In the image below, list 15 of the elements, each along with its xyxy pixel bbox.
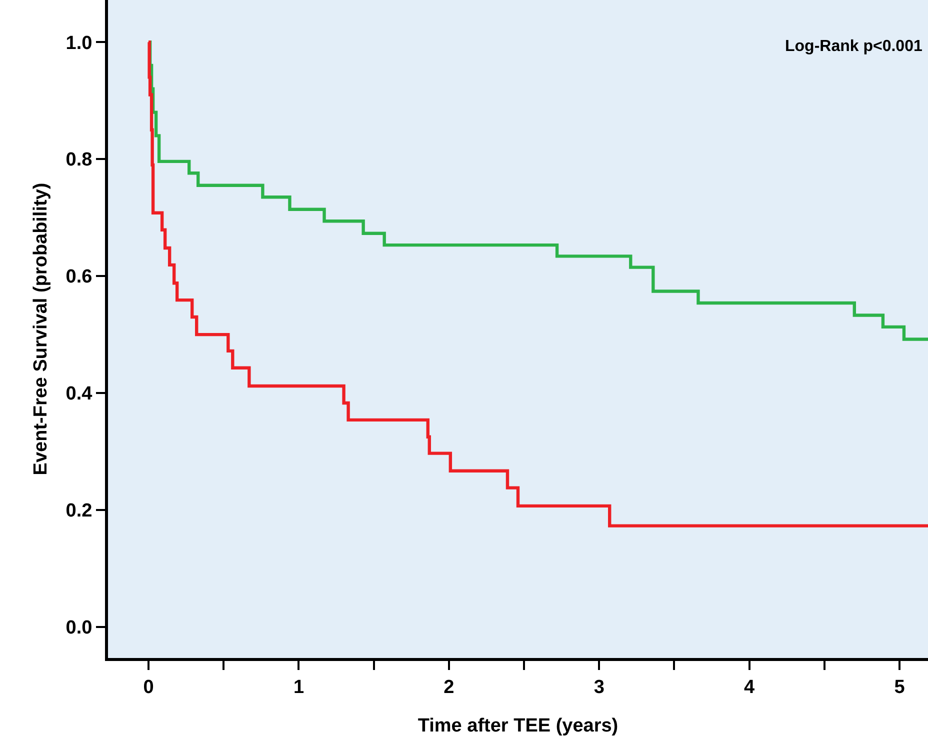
- annotation: Log-Rank p<0.001: [785, 38, 922, 55]
- y-tick-label: 1.0: [66, 32, 92, 54]
- y-tick-label: 0.6: [66, 266, 92, 288]
- x-tick-label: 0: [143, 676, 154, 698]
- x-tick-label: 1: [293, 676, 304, 698]
- x-tick-label: 4: [744, 676, 755, 698]
- y-axis-title: Event-Free Survival (probability): [30, 182, 52, 476]
- y-tick-label: 0.8: [66, 150, 92, 171]
- x-tick-label: 2: [444, 676, 454, 698]
- x-axis-title: Time after TEE (years): [418, 716, 618, 737]
- x-tick-label: 5: [894, 676, 906, 698]
- y-tick-label: 0.4: [66, 384, 93, 405]
- y-tick-label: 0.0: [66, 618, 92, 639]
- x-tick-label: 3: [594, 676, 604, 698]
- y-tick-label: 0.2: [66, 500, 92, 522]
